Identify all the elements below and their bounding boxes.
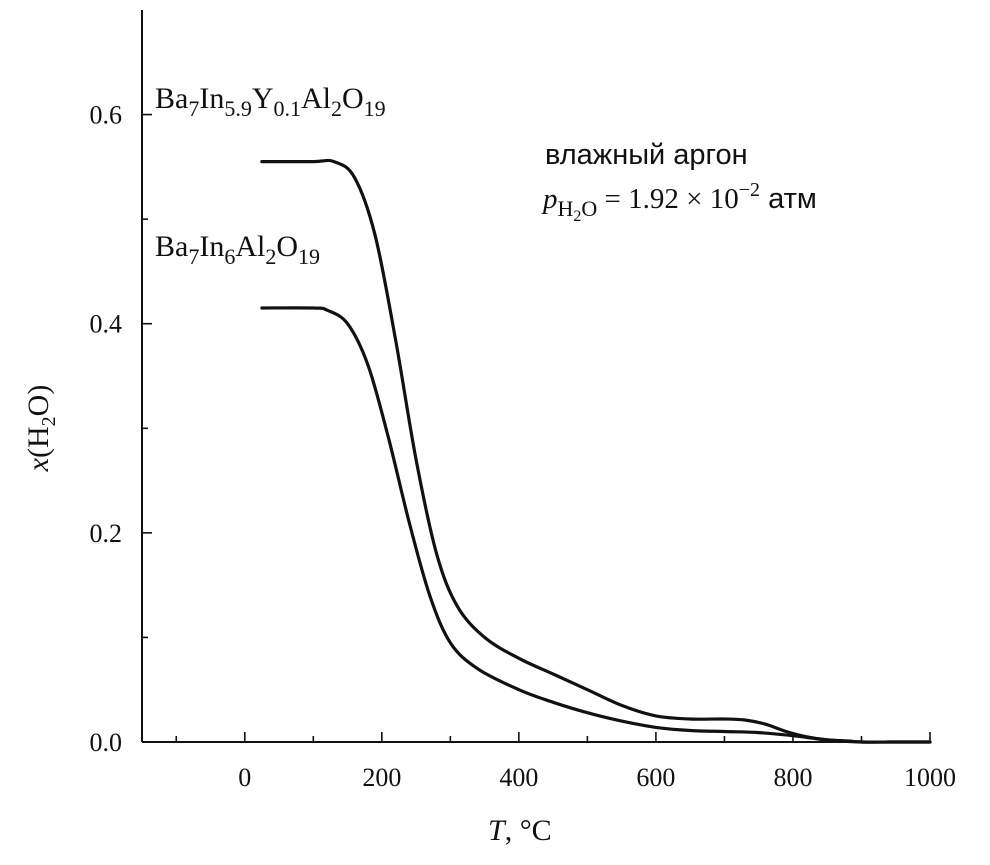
x-tick-label: 400 [499, 763, 538, 792]
ticks [142, 113, 931, 743]
y-axis-title-symbol: x [22, 457, 55, 472]
x-tick-label: 200 [362, 763, 401, 792]
pressure-subscript-o: O [581, 196, 597, 221]
tick-labels: 0 200 400 600 800 1000 0.0 0.2 0.4 0.6 [90, 101, 957, 792]
pressure-value: = 1.92 × 10 [597, 183, 738, 215]
axes [141, 10, 930, 743]
pressure-symbol: p [541, 183, 558, 215]
x-axis-title-symbol: T [488, 814, 507, 847]
annotation-pressure: pH2O = 1.92 × 10−2 атм [541, 179, 817, 225]
y-tick-label: 0.6 [90, 101, 123, 130]
formula-subscript: 2 [331, 96, 342, 121]
series-group [260, 158, 932, 744]
y-tick-label: 0.2 [90, 519, 123, 548]
pressure-subscript-h: H [558, 196, 574, 221]
pressure-unit: атм [760, 183, 817, 215]
formula-subscript: 7 [188, 244, 199, 269]
pressure-exponent: −2 [739, 179, 760, 201]
formula-subscript: 19 [364, 96, 386, 121]
x-axis-title-unit: , °C [505, 814, 552, 847]
formula-subscript: 19 [298, 244, 320, 269]
formula-subscript: 7 [188, 96, 199, 121]
formula-subscript: 6 [224, 244, 235, 269]
formula-element: Y [252, 82, 274, 115]
y-tick-label: 0.0 [90, 728, 123, 757]
y-tick-label: 0.4 [90, 310, 123, 339]
series-line-0 [260, 158, 932, 744]
y-axis-title: x(H2O) [22, 385, 60, 473]
formula-element: Ba [155, 82, 188, 115]
formula-element: Al [301, 82, 331, 115]
x-tick-label: 800 [773, 763, 812, 792]
formula-subscript: 0.1 [274, 96, 302, 121]
formula-subscript: 5.9 [224, 96, 252, 121]
series-line-1 [260, 306, 932, 744]
x-tick-label: 0 [238, 763, 251, 792]
x-tick-label: 1000 [904, 763, 956, 792]
series-label-ba7in6al2o19: Ba7In6Al2O19 [155, 230, 320, 269]
formula-element: O [276, 230, 298, 263]
annotation-line1: влажный аргон [545, 139, 748, 171]
formula-element: In [199, 230, 224, 263]
formula-element: Al [235, 230, 265, 263]
x-axis-title: T, °C [488, 814, 552, 847]
formula-element: O [342, 82, 364, 115]
formula-element: Ba [155, 230, 188, 263]
y-axis-title-suffix: O) [22, 385, 55, 417]
x-tick-label: 600 [636, 763, 675, 792]
series-label-ba7in5.9y0.1al2o19: Ba7In5.9Y0.1Al2O19 [155, 82, 386, 121]
pressure-subscript-2: 2 [573, 208, 581, 225]
formula-subscript: 2 [265, 244, 276, 269]
y-axis-title-sub: 2 [38, 416, 60, 426]
formula-element: In [199, 82, 224, 115]
y-axis-title-prefix: (H [22, 426, 55, 458]
